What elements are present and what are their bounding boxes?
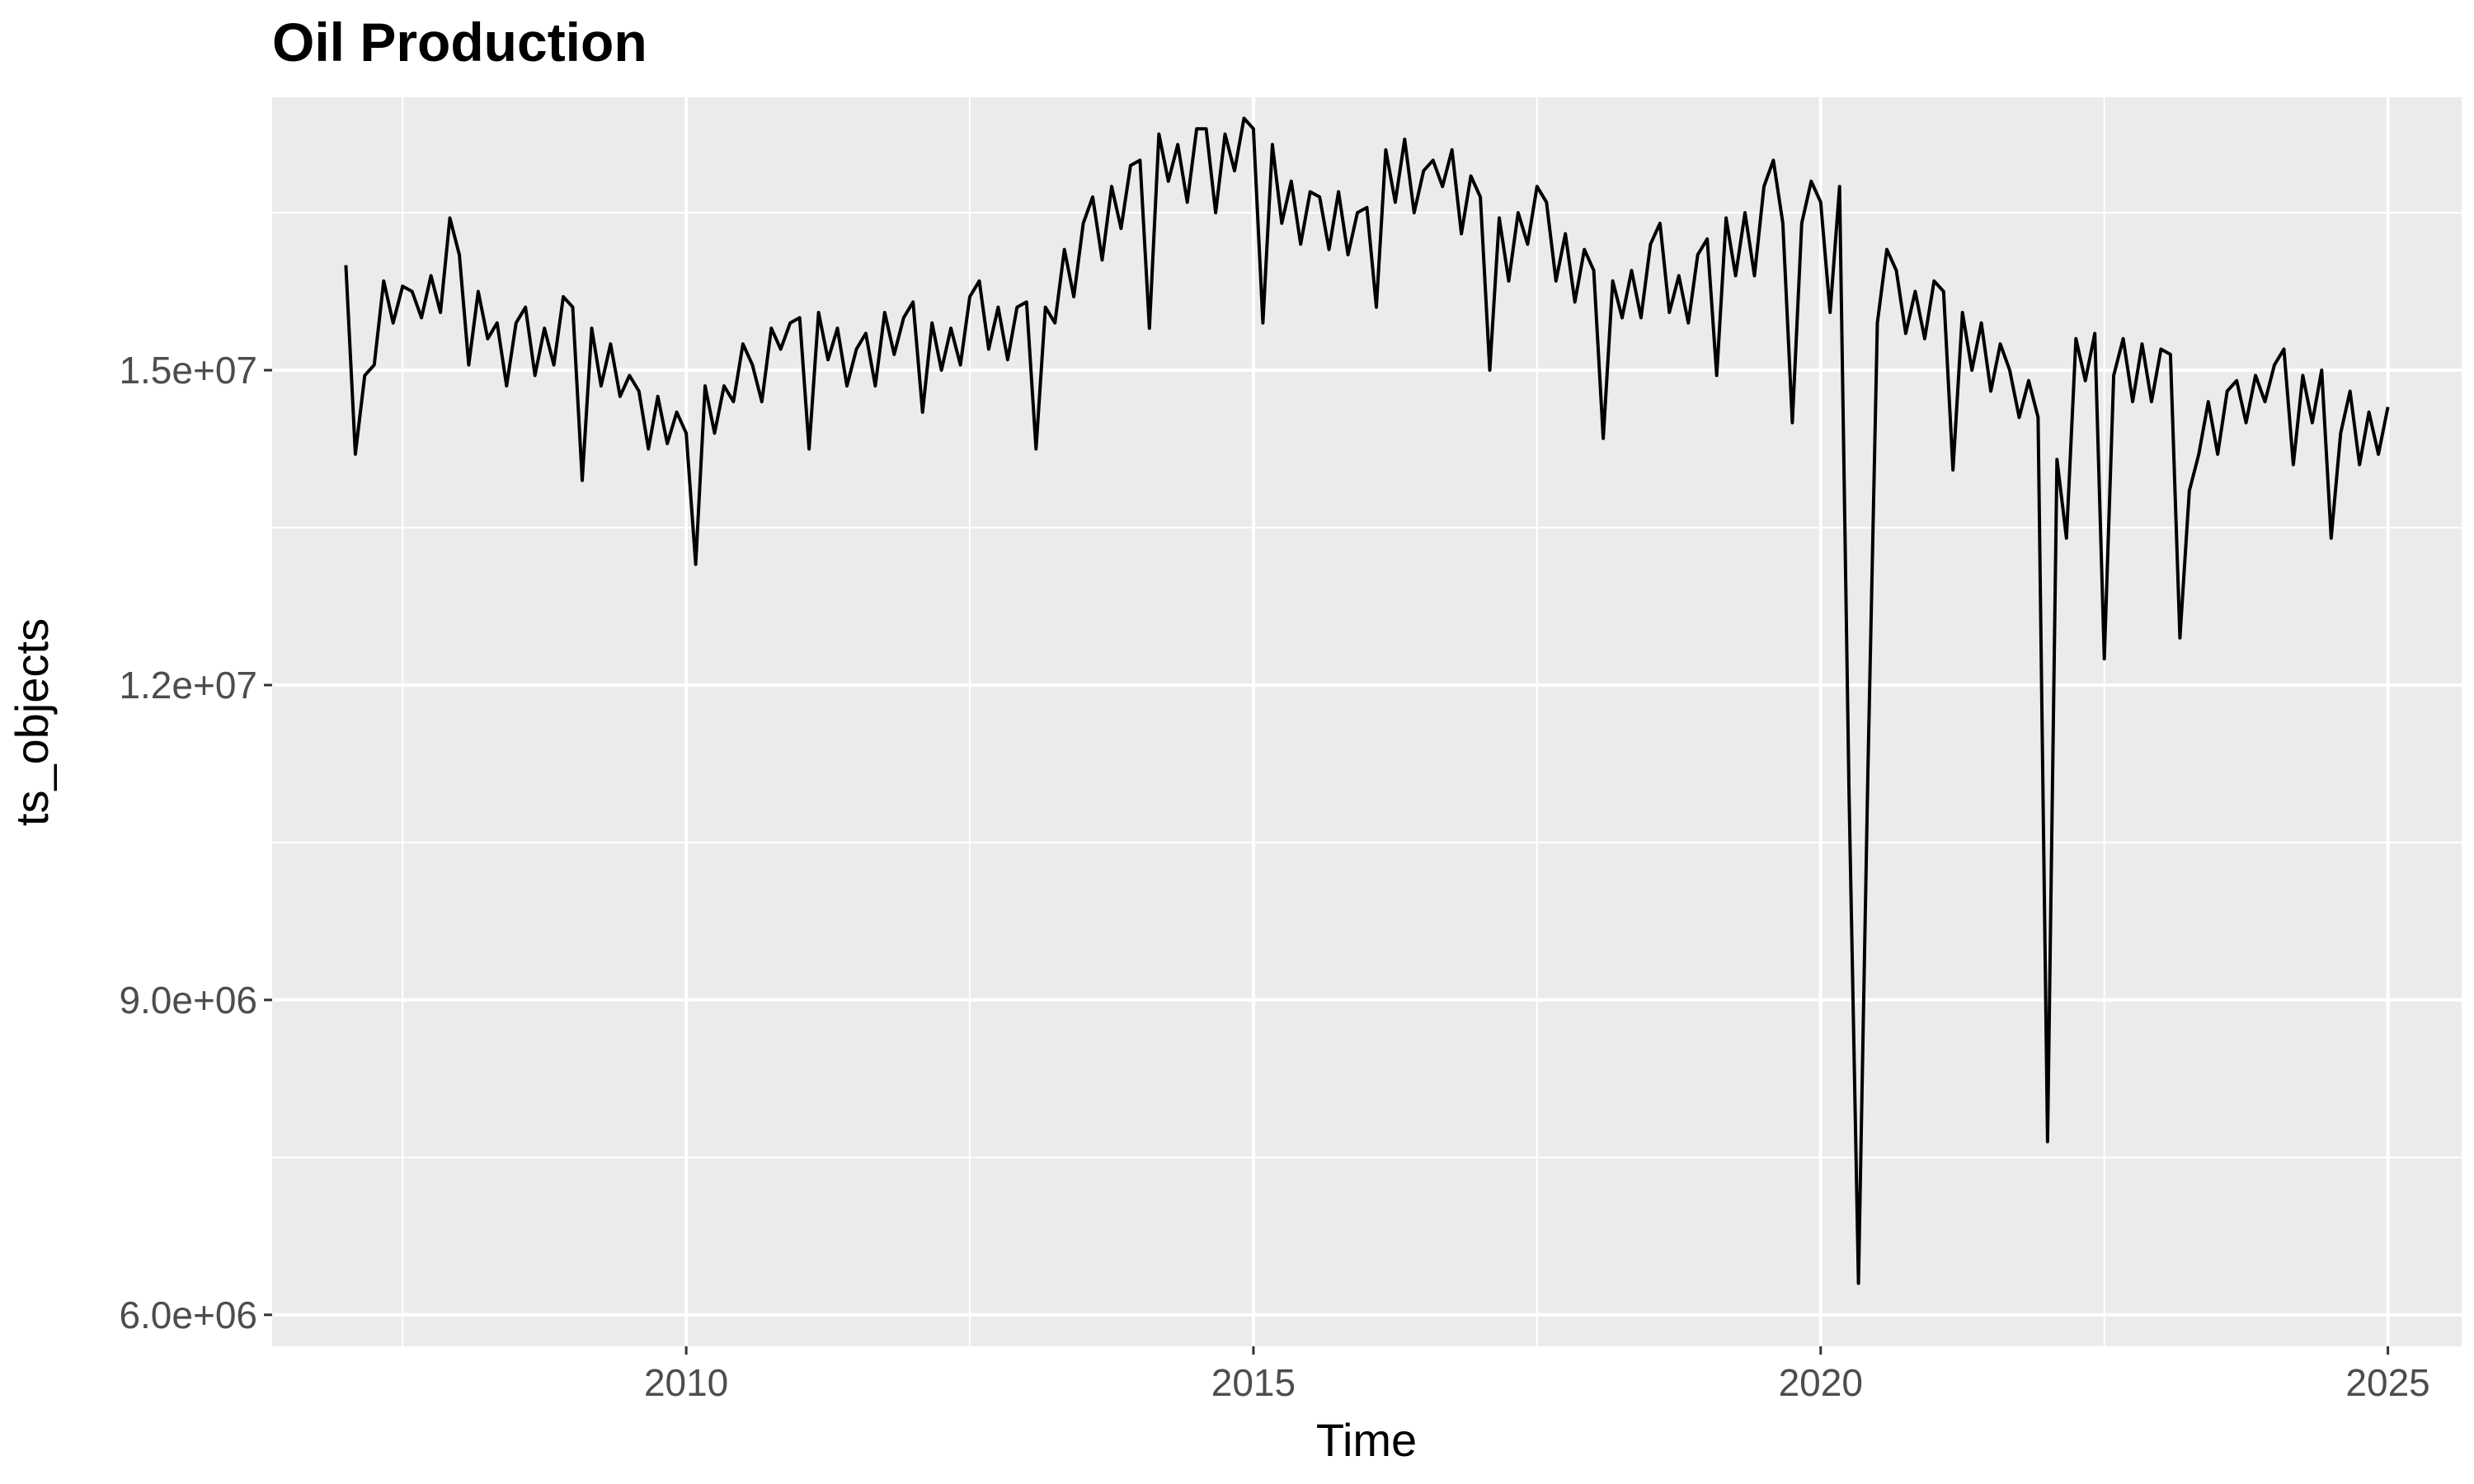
y-axis-ticks: 6.0e+06 9.0e+06 1.2e+07 1.5e+07 [119,349,272,1336]
grid-major [272,97,2462,1346]
x-tick-label: 2010 [644,1361,728,1404]
plot-panel [272,97,2462,1346]
chart-title: Oil Production [272,12,647,73]
x-axis-title: Time [1316,1414,1417,1466]
x-tick-label: 2015 [1211,1361,1296,1404]
y-axis-title: ts_objects [6,618,58,826]
y-tick-label: 9.0e+06 [119,979,257,1021]
x-axis-ticks: 2010 2015 2020 2025 [644,1346,2430,1404]
series-line [344,116,2390,1285]
y-tick-label: 1.2e+07 [119,664,257,707]
y-tick-label: 1.5e+07 [119,349,257,392]
x-tick-label: 2025 [2345,1361,2429,1404]
x-tick-label: 2020 [1779,1361,1863,1404]
y-tick-label: 6.0e+06 [119,1294,257,1336]
